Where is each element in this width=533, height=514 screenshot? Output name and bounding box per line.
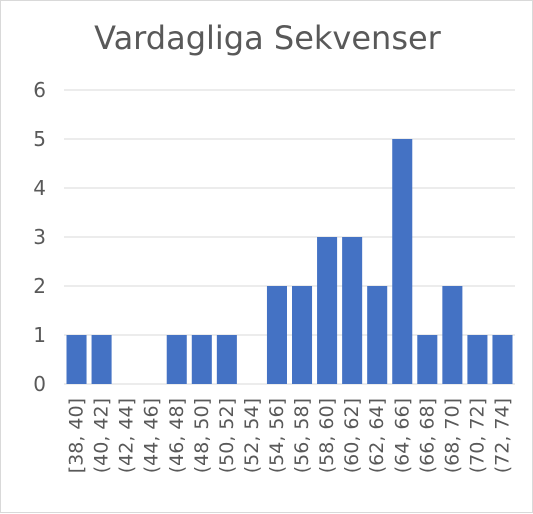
x-tick-label: (66, 68] bbox=[416, 398, 438, 473]
bar bbox=[91, 335, 112, 384]
y-tick-label: 1 bbox=[33, 323, 46, 347]
bar bbox=[66, 335, 87, 384]
x-tick-label: (44, 46] bbox=[141, 398, 163, 473]
x-tick-label: (42, 44] bbox=[116, 398, 138, 473]
bar bbox=[417, 335, 438, 384]
bar bbox=[367, 286, 388, 384]
x-tick-label: (68, 70] bbox=[441, 398, 463, 473]
x-tick-label: (56, 58] bbox=[291, 398, 313, 473]
bar bbox=[292, 286, 313, 384]
bar bbox=[492, 335, 513, 384]
bar bbox=[317, 237, 338, 384]
x-tick-label: (54, 56] bbox=[266, 398, 288, 473]
chart-title: Vardagliga Sekvenser bbox=[94, 19, 441, 57]
x-tick-label: (48, 50] bbox=[191, 398, 213, 473]
y-tick-label: 4 bbox=[33, 176, 46, 200]
x-tick-label: (52, 54] bbox=[241, 398, 263, 473]
x-tick-label: (58, 60] bbox=[316, 398, 338, 473]
y-tick-label: 2 bbox=[33, 274, 46, 298]
x-tick-label: (46, 48] bbox=[166, 398, 188, 473]
x-tick-label: (60, 62] bbox=[341, 398, 363, 473]
bar bbox=[266, 286, 287, 384]
bar bbox=[166, 335, 187, 384]
bars bbox=[66, 139, 513, 384]
bar bbox=[442, 286, 463, 384]
y-tick-label: 3 bbox=[33, 225, 46, 249]
x-tick-label: (72, 74] bbox=[491, 398, 513, 473]
bar bbox=[392, 139, 413, 384]
x-tick-label: (70, 72] bbox=[466, 398, 488, 473]
grid-layer bbox=[64, 89, 515, 385]
bar bbox=[467, 335, 488, 384]
bar bbox=[216, 335, 237, 384]
bar bbox=[342, 237, 363, 384]
y-tick-label: 5 bbox=[33, 127, 46, 151]
x-tick-label: [38, 40] bbox=[66, 398, 88, 473]
y-tick-label: 6 bbox=[33, 78, 46, 102]
x-tick-label: (40, 42] bbox=[91, 398, 113, 473]
bar bbox=[191, 335, 212, 384]
y-axis: 0 1 2 3 4 5 6 bbox=[33, 78, 46, 396]
x-tick-label: (50, 52] bbox=[216, 398, 238, 473]
x-tick-label: (62, 64] bbox=[366, 398, 388, 473]
x-axis: [38, 40] (40, 42] (42, 44] (44, 46] (46, 48]… bbox=[66, 398, 514, 473]
y-tick-label: 0 bbox=[33, 372, 46, 396]
x-tick-label: (64, 66] bbox=[391, 398, 413, 473]
